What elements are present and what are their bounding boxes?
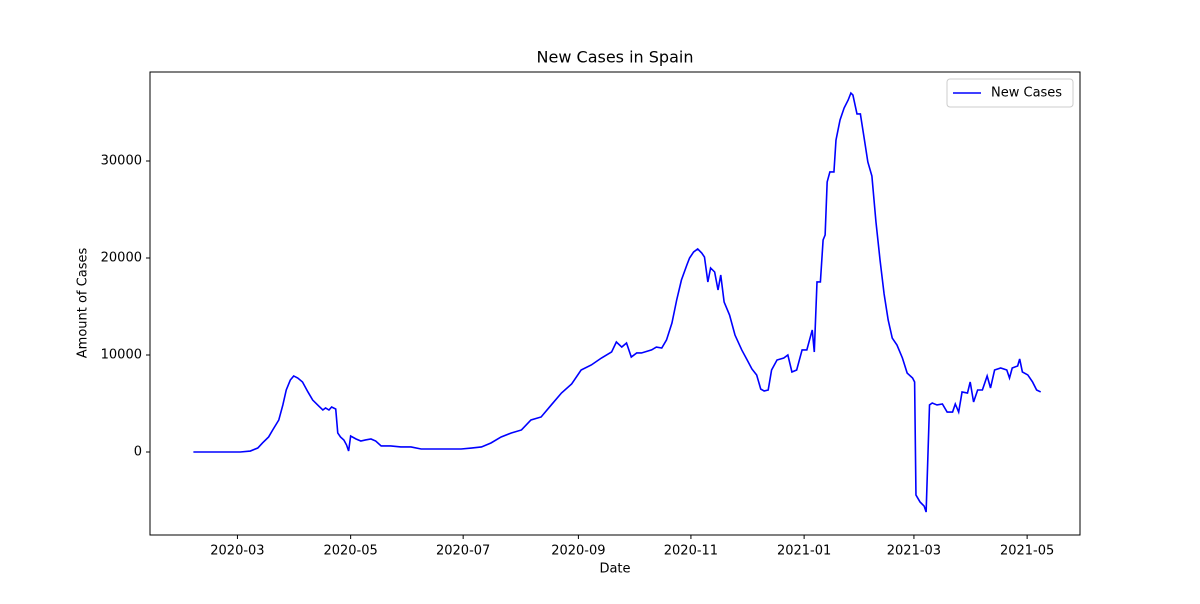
x-tick-label: 2020-03	[210, 544, 264, 559]
x-tick-label: 2020-09	[551, 544, 605, 559]
legend-label: New Cases	[991, 86, 1062, 101]
y-tick-label: 30000	[101, 153, 142, 168]
data-line	[193, 91, 1042, 513]
y-tick-label: 0	[134, 444, 142, 459]
x-tick-label: 2021-03	[887, 544, 941, 559]
x-axis-label: Date	[599, 562, 630, 577]
x-tick-label: 2020-05	[323, 544, 377, 559]
plot-frame	[149, 71, 1081, 536]
chart-title: New Cases in Spain	[537, 48, 694, 67]
x-tick-label: 2021-01	[777, 544, 831, 559]
x-tick-label: 2020-11	[664, 544, 718, 559]
legend-box	[946, 78, 1074, 108]
y-tick-label: 20000	[101, 250, 142, 265]
y-axis-label: Amount of Cases	[76, 248, 91, 359]
y-tick-label: 10000	[101, 347, 142, 362]
x-tick-label: 2021-05	[1000, 544, 1054, 559]
x-tick-label: 2020-07	[436, 544, 490, 559]
